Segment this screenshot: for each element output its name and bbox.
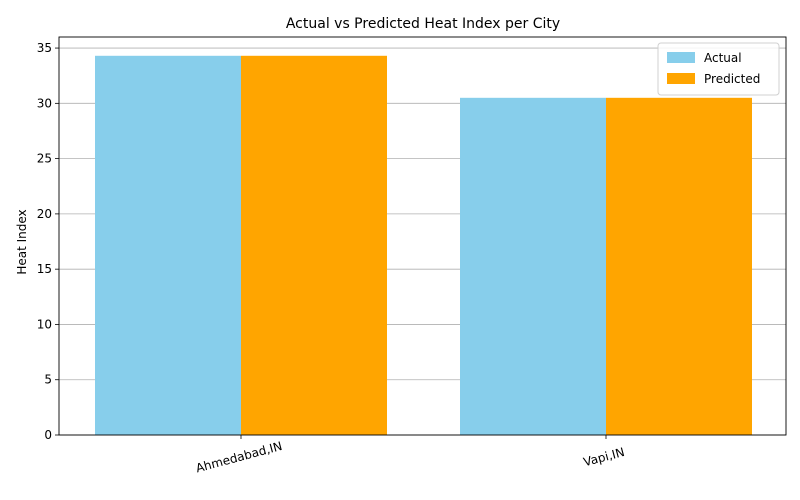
bar-predicted-1 [606,97,752,436]
legend-swatch-actual [667,52,695,63]
y-tick-label: 25 [37,152,52,166]
y-tick-label: 5 [44,373,52,387]
axes-frame [58,36,787,436]
y-axis-label: Heat Index [15,209,29,274]
legend-label-actual: Actual [704,51,742,65]
bar-predicted-0 [241,55,387,436]
legend-swatch-predicted [667,73,695,84]
y-tick-label: 30 [37,96,52,110]
legend: Actual Predicted [657,42,780,96]
y-tick-label: 35 [37,41,52,55]
y-tick-label: 0 [44,428,52,442]
bars-group [95,55,752,436]
x-tick-label: Ahmedabad,IN [194,439,283,476]
axes [58,36,787,436]
y-tick-label: 10 [37,317,52,331]
bar-actual-1 [460,97,606,436]
x-tick-label: Vapi,IN [582,445,626,469]
legend-label-predicted: Predicted [704,72,760,86]
y-tick-label: 15 [37,262,52,276]
chart-title: Actual vs Predicted Heat Index per City [286,16,560,32]
y-tick-label: 20 [37,207,52,221]
bar-actual-0 [95,55,241,436]
